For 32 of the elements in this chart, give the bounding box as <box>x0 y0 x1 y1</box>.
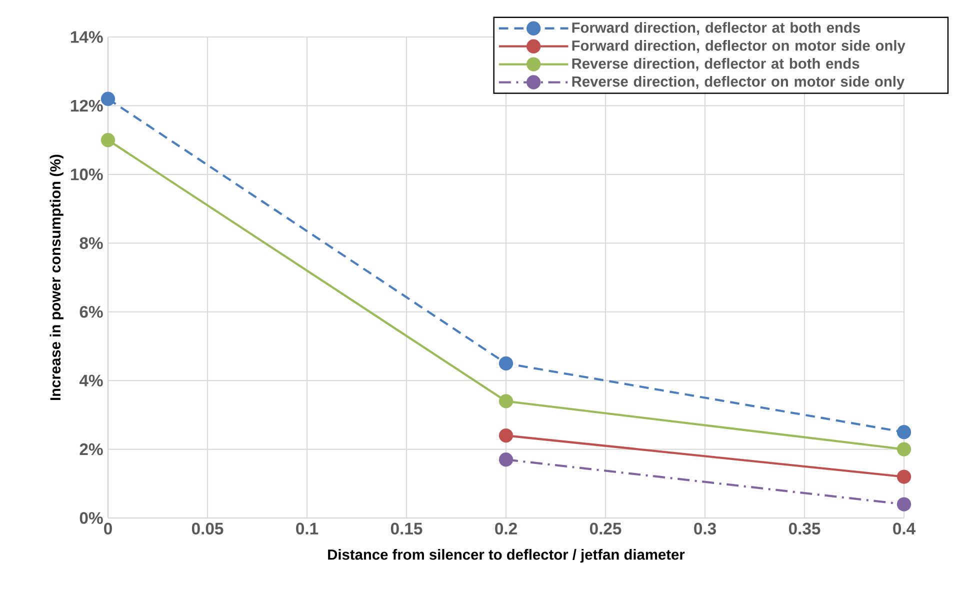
point <box>498 356 514 370</box>
x-tick-label: 0.2 <box>495 522 517 535</box>
point <box>100 133 116 148</box>
x-tick-label: 0.25 <box>590 522 622 535</box>
y-tick-label: 0% <box>80 512 103 524</box>
point <box>896 470 912 484</box>
y-tick-label: 14% <box>70 31 103 43</box>
legend-label: Reverse direction, deflector at both ends <box>572 58 860 71</box>
y-axis-title: Increase in power consumption (%) <box>50 154 64 400</box>
point <box>896 442 912 456</box>
y-tick-label: 12% <box>70 100 103 112</box>
y-tick-label: 6% <box>80 306 103 318</box>
x-tick-label: 0.05 <box>192 522 224 535</box>
point <box>498 394 514 408</box>
legend-label: Forward direction, deflector at both ends <box>572 22 860 35</box>
legend-label: Reverse direction, deflector on motor side only <box>572 76 905 90</box>
y-tick-label: 8% <box>80 237 103 250</box>
x-tick-label: 0.15 <box>390 522 422 535</box>
y-tick-label: 10% <box>70 168 103 180</box>
x-tick-label: 0 <box>104 522 112 535</box>
x-tick-label: 0.3 <box>694 522 716 535</box>
x-tick-label: 0.35 <box>788 522 820 535</box>
point <box>896 497 912 512</box>
point <box>498 428 514 443</box>
legend-label: Forward direction, deflector on motor side only <box>572 40 906 54</box>
y-tick-label: 2% <box>80 443 103 456</box>
x-tick-label: 0.1 <box>296 522 318 535</box>
y-tick-label: 4% <box>79 374 103 386</box>
x-tick-label: 0.4 <box>893 522 916 535</box>
x-axis-title: Distance from silencer to deflector / jetfan diameter <box>328 549 685 563</box>
point <box>896 425 912 440</box>
point <box>498 452 514 467</box>
